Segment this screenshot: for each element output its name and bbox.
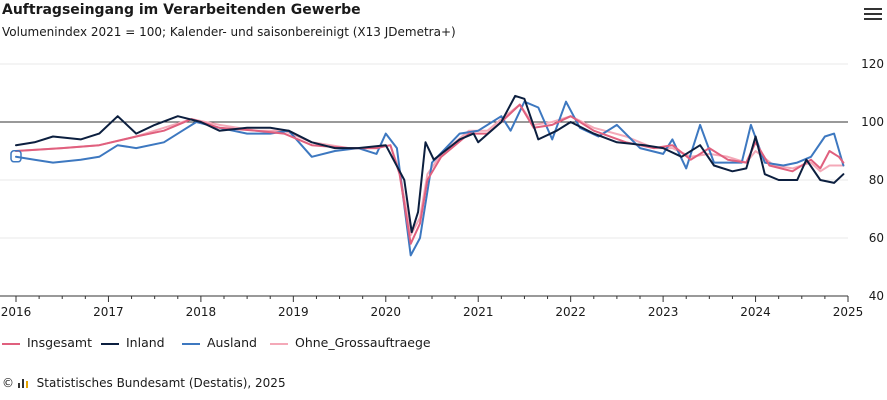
hamburger-menu-icon[interactable] [864, 6, 882, 24]
series-line-insgesamt [15, 103, 845, 245]
x-tick-label: 2016 [1, 305, 32, 319]
y-tick-label: 80 [869, 173, 884, 187]
legend-swatch [270, 343, 288, 345]
x-tick-label: 2025 [833, 305, 864, 319]
legend-label: Ausland [207, 335, 257, 350]
x-tick-label: 2017 [93, 305, 124, 319]
x-tick-label: 2024 [740, 305, 771, 319]
legend-label: Ohne_Grossauftraege [295, 335, 431, 350]
grid-lines [0, 63, 848, 239]
y-tick-label: 100 [861, 115, 884, 129]
series-line-inland [15, 94, 845, 234]
destatis-logo-icon [17, 377, 30, 388]
line-chart: 40 60 80 100 120 2016 2017 2018 2019 2020 2021 2022… [0, 57, 884, 319]
legend-swatch [182, 343, 200, 345]
menu-bar [864, 8, 882, 10]
x-tick-label: 2023 [648, 305, 679, 319]
x-tick-label: 2020 [371, 305, 402, 319]
legend-swatch [101, 343, 119, 345]
legend-label: Inland [126, 335, 165, 350]
chart-legend: Insgesamt Inland Ausland Ohne_Grossauftr… [0, 334, 600, 354]
x-tick-label: 2022 [555, 305, 586, 319]
series-line-ohne_grossauftraege [15, 103, 845, 237]
x-tick-label: 2021 [463, 305, 494, 319]
x-tick-label: 2018 [186, 305, 217, 319]
chart-axes: 40 60 80 100 120 2016 2017 2018 2019 2020 2021 2022… [0, 57, 884, 319]
y-tick-label: 60 [869, 231, 884, 245]
chart-title: Auftragseingang im Verarbeitenden Gewerb… [2, 2, 361, 18]
footer-source-text: Statistisches Bundesamt (Destatis), 2025 [36, 376, 286, 390]
legend-label: Insgesamt [27, 335, 92, 350]
footer-source: © Statistisches Bundesamt (Destatis), 20… [2, 376, 286, 390]
menu-bar [864, 18, 882, 20]
copyright-symbol: © [2, 376, 14, 390]
series-start-marker [10, 150, 22, 163]
chart-series [10, 94, 845, 257]
menu-bar [864, 13, 882, 15]
chart-subtitle: Volumenindex 2021 = 100; Kalender- und s… [2, 25, 456, 39]
y-tick-label: 120 [861, 57, 884, 71]
series-line-ausland [15, 100, 845, 257]
x-tick-label: 2019 [278, 305, 309, 319]
legend-swatch [2, 343, 20, 345]
y-tick-label: 40 [869, 289, 884, 303]
